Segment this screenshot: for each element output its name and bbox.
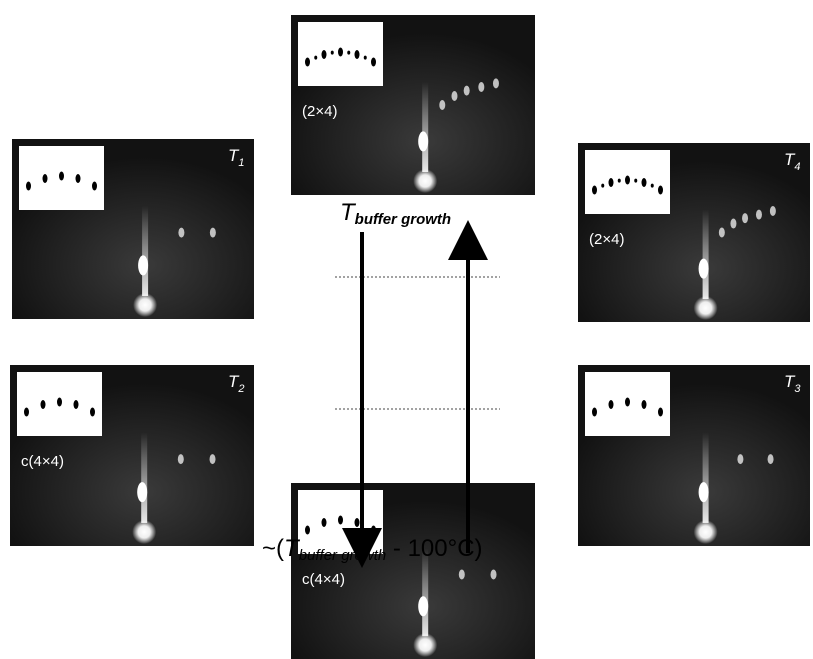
inset-dot	[314, 56, 317, 60]
diffraction-spot	[770, 206, 776, 216]
inset-dot	[305, 526, 310, 535]
inset-dot	[658, 186, 663, 195]
inset-dot	[43, 174, 48, 183]
inset-dot	[609, 178, 614, 187]
inset-dot	[355, 518, 360, 527]
specular-spot	[694, 520, 718, 544]
inset-dot	[355, 50, 360, 59]
diffraction-spot	[178, 228, 184, 238]
inset-dot	[634, 179, 637, 183]
diffraction-spot	[491, 570, 497, 580]
top-temperature-label: Tbuffer growth	[340, 199, 451, 228]
diffraction-spot	[719, 228, 725, 238]
inset-dot	[658, 408, 663, 417]
specular-spot	[132, 520, 156, 544]
bright-streak	[418, 596, 428, 616]
inset-dot	[618, 179, 621, 183]
inset-dot	[331, 51, 334, 55]
diffraction-spot	[737, 454, 743, 464]
bright-streak	[699, 482, 709, 502]
reconstruction-label: c(4×4)	[21, 453, 64, 470]
specular-spot	[413, 169, 437, 193]
bright-streak	[418, 131, 428, 151]
diffraction-spot	[210, 454, 216, 464]
inset-dot	[625, 176, 630, 185]
inset-dot	[609, 400, 614, 409]
specular-spot	[694, 296, 718, 320]
inset-dot	[651, 184, 654, 188]
diffraction-spot	[464, 86, 470, 96]
diffraction-spot	[493, 78, 499, 88]
diffraction-spot	[730, 219, 736, 229]
inset-dot	[364, 56, 367, 60]
inset-dot	[642, 178, 647, 187]
inset-dot	[322, 50, 327, 59]
inset-dot	[74, 400, 79, 409]
bright-streak	[138, 255, 148, 275]
specular-spot	[133, 293, 157, 317]
diffraction-spot	[768, 454, 774, 464]
rheed-panel: T1	[12, 139, 254, 319]
inset-dot	[41, 400, 46, 409]
subscript: 3	[794, 383, 801, 395]
subscript: buffer growth	[299, 547, 387, 564]
inset-dot	[305, 58, 310, 67]
streak	[422, 82, 428, 172]
inset-dot	[59, 172, 64, 181]
diffraction-spot	[210, 228, 216, 238]
bright-streak	[137, 482, 147, 502]
streak	[703, 210, 709, 299]
streak	[141, 432, 147, 523]
rheed-panel: c(4×4)	[291, 483, 535, 659]
bright-streak	[699, 259, 709, 279]
diffraction-spot	[459, 570, 465, 580]
suffix: - 100°C)	[386, 535, 482, 562]
inset-dot	[625, 398, 630, 407]
subscript: 4	[794, 161, 800, 173]
figure: (2×4)T1T4(2×4)T2c(4×4)T3c(4×4) Tbuffer g…	[0, 0, 813, 659]
diffraction-spot	[178, 454, 184, 464]
diffraction-spot	[742, 213, 748, 223]
inset-dot	[371, 526, 376, 535]
inset-dot	[76, 174, 81, 183]
diffraction-spot	[439, 100, 445, 110]
diffraction-spot	[478, 82, 484, 92]
inset-dot	[338, 516, 343, 525]
streak	[703, 432, 709, 523]
inset-dot	[371, 58, 376, 67]
inset-dot	[592, 186, 597, 195]
diffraction-spot	[756, 210, 762, 220]
inset-dot	[347, 51, 350, 55]
subscript: buffer growth	[355, 211, 451, 228]
subscript: 1	[238, 157, 244, 169]
inset-dot	[592, 408, 597, 417]
inset-dot	[57, 398, 62, 407]
diffraction-spot	[451, 91, 457, 101]
inset-dot	[92, 182, 97, 191]
streak	[142, 206, 148, 296]
inset-dot	[90, 408, 95, 417]
specular-spot	[413, 633, 437, 657]
reconstruction-label: (2×4)	[302, 103, 337, 120]
prefix: ~(	[262, 535, 284, 562]
inset-dot	[601, 184, 604, 188]
inset-dot	[26, 182, 31, 191]
inset-dot	[642, 400, 647, 409]
reconstruction-label: (2×4)	[589, 231, 624, 248]
rheed-panel: T3	[578, 365, 810, 546]
inset-dot	[24, 408, 29, 417]
rheed-panel: (2×4)	[291, 15, 535, 195]
subscript: 2	[237, 383, 244, 395]
rheed-panel: T4(2×4)	[578, 143, 810, 322]
rheed-panel: T2c(4×4)	[10, 365, 254, 546]
reconstruction-label: c(4×4)	[302, 571, 345, 588]
inset-dot	[322, 518, 327, 527]
inset-dot	[338, 48, 343, 57]
